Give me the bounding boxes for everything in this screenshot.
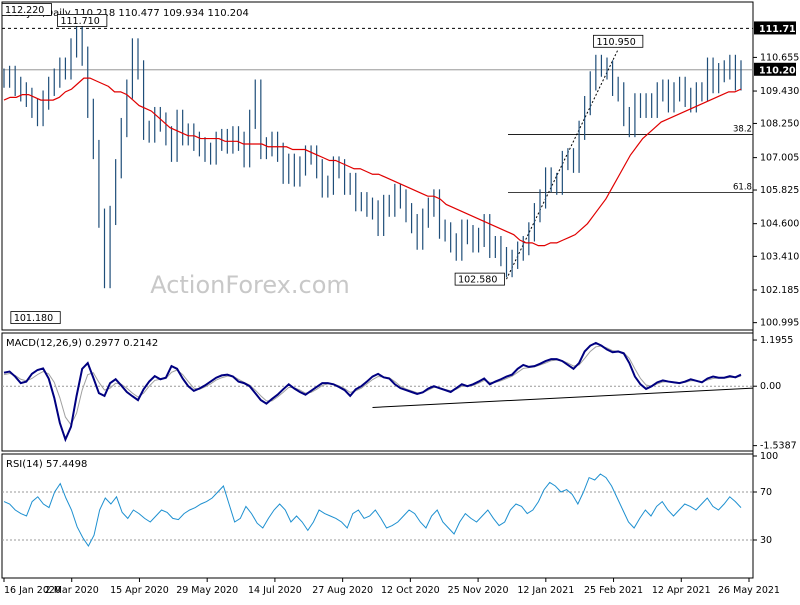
- x-axis-label: 12 Jan 2021: [517, 585, 574, 596]
- rsi-panel-frame: [1, 453, 754, 579]
- x-axis-label: 15 Apr 2020: [110, 585, 169, 596]
- rsi-y-tick-label: 100: [760, 451, 778, 462]
- x-axis-label: 12 Apr 2021: [652, 585, 711, 596]
- x-axis-label: 14 Jul 2020: [248, 585, 302, 596]
- price-level-tag: 111.710: [759, 24, 800, 35]
- macd-signal-line: [3, 345, 742, 426]
- price-y-tick-label: 103.410: [760, 251, 799, 262]
- price-y-tick-label: 102.185: [760, 285, 799, 296]
- macd-panel-frame: [1, 332, 754, 452]
- price-panel-frame: [1, 1, 754, 331]
- price-annotation-box: [1, 3, 52, 16]
- x-axis-label: 25 Feb 2021: [584, 585, 643, 596]
- price-annotation-box: [57, 14, 108, 27]
- price-level-tag: 110.204: [759, 65, 800, 76]
- macd-y-tick-label: 0.00: [760, 381, 781, 392]
- fib-level-label: 61.8: [733, 182, 752, 192]
- macd-line: [3, 341, 742, 443]
- x-axis-label: 27 Aug 2020: [312, 585, 373, 596]
- price-level-tag-bg: [754, 21, 796, 35]
- x-axis-label: 16 Jan 2020: [4, 585, 61, 596]
- x-axis-label: 12 Oct 2020: [381, 585, 440, 596]
- x-axis-label: 25 Nov 2020: [448, 585, 509, 596]
- price-y-tick-label: 100.995: [760, 318, 799, 329]
- price-annotation-box: [593, 34, 644, 48]
- rsi-y-tick-label: 30: [760, 535, 772, 546]
- price-annotation: 112.220: [5, 5, 44, 16]
- price-annotation: 111.710: [60, 16, 99, 27]
- price-y-tick-label: 109.430: [760, 86, 799, 97]
- price-annotation-box: [10, 311, 61, 324]
- price-annotation-box: [454, 272, 505, 286]
- price-y-tick-label: 107.005: [760, 153, 799, 164]
- price-level-tag-bg: [754, 62, 796, 76]
- macd-y-tick-label: -1.5387: [760, 441, 797, 452]
- macd-y-tick-label: 1.1955: [760, 335, 793, 346]
- price-y-tick-label: 105.825: [760, 185, 799, 196]
- rsi-y-tick-label: 70: [760, 487, 772, 498]
- price-y-tick-label: 104.600: [760, 219, 799, 230]
- x-axis-label: 29 May 2020: [176, 585, 238, 596]
- fib-swing-line: [506, 49, 619, 280]
- macd-trendline: [372, 387, 754, 408]
- price-annotation: 102.580: [458, 275, 497, 286]
- fib-level-label: 38.2: [733, 124, 752, 134]
- watermark: ActionForex.com: [150, 271, 350, 299]
- x-axis-label: 2 Mar 2020: [45, 585, 99, 596]
- price-annotation: 110.950: [596, 37, 635, 48]
- macd-label: MACD(12,26,9) 0.2977 0.2142: [6, 338, 158, 349]
- moving-average-line: [3, 77, 742, 247]
- price-annotation: 101.180: [14, 313, 53, 324]
- chart-title: USDJPY,Daily 110.218 110.477 109.934 110…: [6, 8, 249, 19]
- price-y-tick-label: 110.655: [760, 52, 799, 63]
- rsi-label: RSI(14) 57.4498: [6, 459, 87, 470]
- x-axis-label: 26 May 2021: [718, 585, 780, 596]
- price-y-tick-label: 108.250: [760, 118, 799, 129]
- rsi-line: [3, 473, 742, 547]
